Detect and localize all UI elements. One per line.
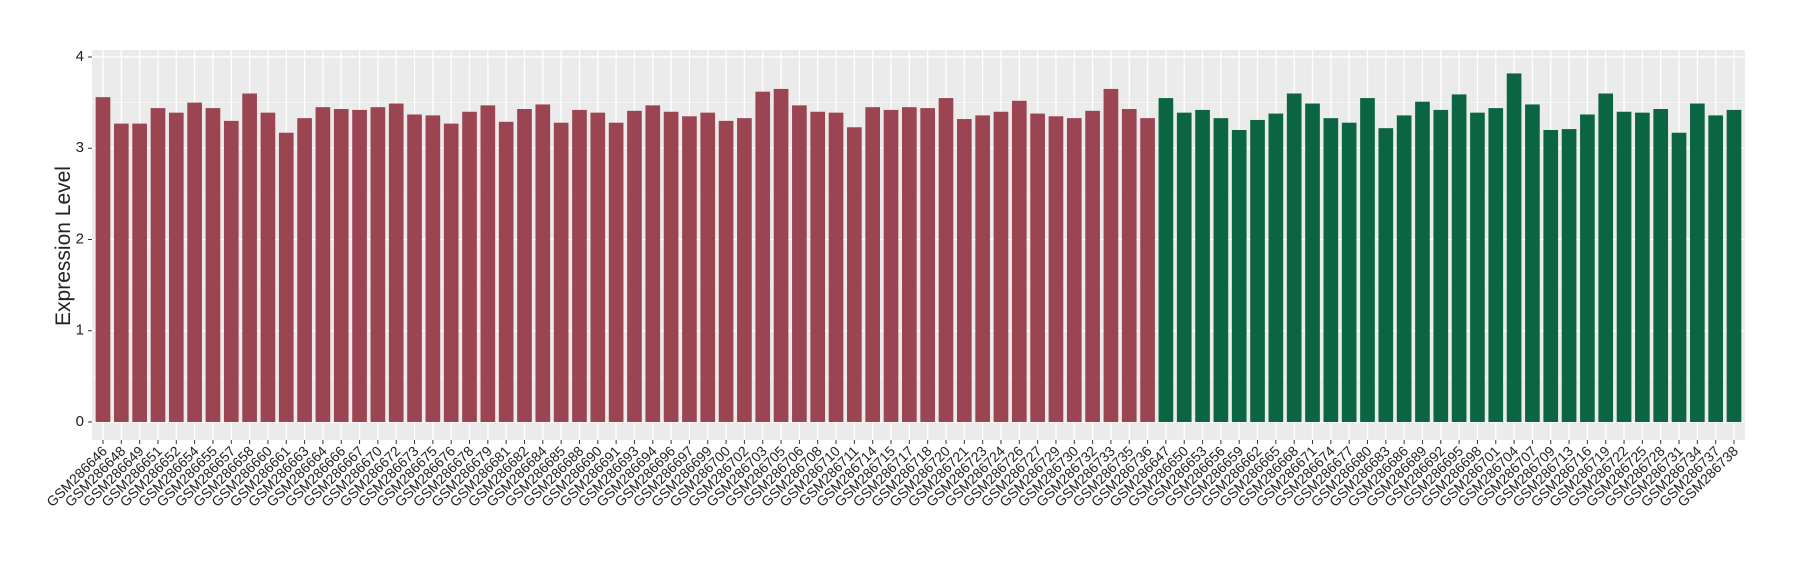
plot-panel: [92, 50, 1745, 440]
bar: [297, 118, 312, 422]
bar: [645, 105, 661, 423]
bar: [1066, 118, 1082, 422]
bar: [168, 112, 184, 422]
bar: [1543, 130, 1559, 422]
bar: [938, 98, 954, 422]
bar: [1506, 73, 1522, 423]
bar: [1268, 113, 1284, 422]
bar: [1195, 109, 1210, 423]
bar: [1616, 111, 1632, 422]
y-tick-label: 4: [76, 48, 84, 65]
y-tick-label: 2: [76, 230, 84, 247]
bar: [132, 123, 147, 423]
bar: [1415, 101, 1430, 423]
bar: [352, 109, 367, 423]
bar: [223, 120, 239, 422]
y-tick-label: 3: [76, 139, 84, 156]
bar: [1121, 109, 1137, 422]
bar: [443, 123, 459, 423]
bar: [1598, 93, 1614, 422]
bar: [1341, 122, 1357, 422]
bar: [535, 104, 551, 422]
bar: [1470, 112, 1485, 422]
bar: [388, 103, 404, 422]
bar: [205, 108, 221, 422]
bar: [278, 132, 294, 423]
bar: [1488, 108, 1504, 422]
bar: [828, 112, 844, 422]
bar: [663, 111, 679, 422]
bar: [975, 115, 990, 423]
y-axis-title: Expression Level: [52, 166, 75, 326]
bar: [682, 116, 697, 422]
bar: [993, 111, 1009, 422]
bar: [1250, 119, 1265, 423]
bar: [1048, 116, 1064, 422]
bar: [333, 109, 349, 422]
y-tick-label: 0: [76, 413, 84, 430]
bar: [462, 111, 477, 422]
bar: [737, 118, 752, 422]
bar: [1451, 94, 1467, 422]
bar: [425, 115, 441, 423]
bar: [1396, 115, 1412, 423]
bar: [590, 112, 606, 422]
bar: [1671, 132, 1687, 423]
bar: [1103, 88, 1119, 422]
bar: [902, 107, 917, 422]
bar: [1726, 109, 1742, 423]
bar: [847, 127, 862, 422]
bar: [1378, 128, 1394, 423]
bar: [1360, 98, 1375, 422]
bar: [370, 107, 386, 422]
bar: [187, 102, 202, 422]
bar: [498, 121, 514, 422]
bar: [517, 109, 532, 422]
bar: [627, 110, 642, 423]
bar: [242, 93, 257, 422]
bar: [1433, 109, 1449, 423]
bar: [1323, 118, 1339, 422]
bar: [1653, 109, 1669, 422]
bar: [553, 122, 569, 422]
bar: [956, 119, 972, 423]
bar: [260, 112, 276, 422]
bar: [1305, 103, 1320, 422]
bar: [883, 109, 899, 423]
bar: [718, 120, 734, 422]
bar: [1213, 118, 1229, 422]
bar: [1635, 112, 1650, 422]
bar: [1286, 93, 1302, 422]
bar: [700, 112, 716, 422]
bar: [150, 108, 166, 422]
bar: [480, 105, 496, 423]
bar: [572, 109, 587, 423]
bar: [113, 123, 129, 423]
bar: [920, 108, 935, 422]
bar: [755, 91, 771, 423]
y-tick-label: 1: [76, 322, 84, 339]
bar: [95, 97, 111, 423]
bar: [1011, 100, 1027, 423]
bar: [773, 88, 789, 422]
bar: [1085, 110, 1100, 423]
bar: [1525, 104, 1540, 422]
bar: [1690, 103, 1705, 422]
bar: [315, 107, 331, 422]
bar: [1176, 112, 1192, 422]
bar: [407, 114, 422, 423]
bar: [865, 107, 881, 422]
bar: [1231, 130, 1247, 422]
bar: [1140, 118, 1155, 422]
bar: [810, 111, 826, 422]
bar: [1158, 98, 1174, 422]
bar: [1561, 129, 1577, 422]
bar: [1030, 113, 1045, 422]
bar: [1580, 114, 1595, 423]
bar: [792, 105, 807, 423]
bar: [608, 122, 624, 422]
bar: [1708, 115, 1724, 423]
